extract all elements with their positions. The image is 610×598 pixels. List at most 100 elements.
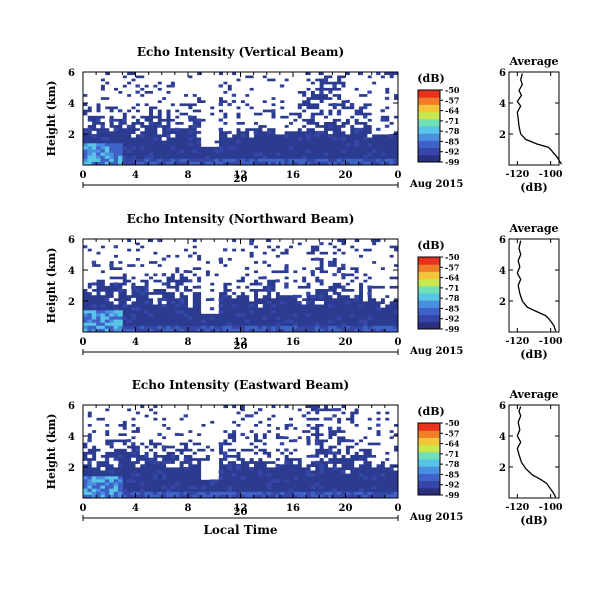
colorbar-tick-label: -71 bbox=[445, 116, 459, 126]
heatmap-cell bbox=[279, 494, 285, 498]
heatmap-cell bbox=[118, 325, 123, 330]
heatmap-cell bbox=[83, 260, 88, 265]
heatmap-cell bbox=[201, 470, 206, 474]
heatmap-cell bbox=[161, 245, 167, 249]
heatmap-cell bbox=[166, 439, 171, 443]
heatmap-cell bbox=[118, 248, 123, 252]
heatmap-cell bbox=[83, 155, 88, 160]
heatmap-cell bbox=[201, 103, 206, 107]
heatmap-cell bbox=[358, 257, 364, 262]
heatmap-cell bbox=[196, 263, 202, 268]
heatmap-cell bbox=[244, 325, 250, 330]
heatmap-cell bbox=[214, 288, 220, 293]
heatmap-cell bbox=[144, 491, 150, 496]
heatmap-cell bbox=[192, 454, 198, 459]
heatmap-cell bbox=[236, 439, 241, 443]
heatmap-cell bbox=[306, 257, 311, 262]
y-axis-label: Height (km) bbox=[45, 414, 58, 490]
heatmap-cell bbox=[122, 325, 128, 330]
heatmap-cell bbox=[358, 417, 364, 421]
heatmap-cell bbox=[209, 325, 215, 330]
heatmap-cell bbox=[214, 442, 220, 446]
heatmap-cell bbox=[297, 124, 303, 129]
heatmap-cell bbox=[306, 273, 311, 277]
profile-line bbox=[516, 240, 557, 332]
heatmap-cell bbox=[153, 254, 158, 258]
heatmap-cell bbox=[236, 99, 241, 104]
heatmap-cell bbox=[100, 155, 106, 160]
heatmap-cell bbox=[363, 260, 368, 265]
heatmap-cell bbox=[279, 445, 285, 449]
heatmap-cell bbox=[319, 115, 325, 119]
heatmap-cell bbox=[148, 436, 154, 440]
heatmap-cell bbox=[358, 72, 364, 76]
heatmap-cell bbox=[297, 251, 303, 255]
heatmap-cell bbox=[231, 408, 237, 412]
heatmap-cell bbox=[236, 118, 241, 122]
heatmap-cell bbox=[293, 313, 298, 317]
heatmap-cell bbox=[83, 115, 88, 119]
heatmap-cell bbox=[87, 322, 93, 327]
heatmap-cell bbox=[218, 491, 224, 496]
heatmap-cell bbox=[279, 325, 285, 330]
heatmap-cell bbox=[301, 242, 307, 246]
heatmap-cell bbox=[380, 130, 386, 135]
heatmap-cell bbox=[170, 106, 176, 110]
heatmap-cell bbox=[161, 476, 167, 480]
heatmap-cell bbox=[179, 75, 185, 79]
heatmap-cell bbox=[153, 87, 158, 91]
heatmap-cell bbox=[188, 494, 193, 498]
heatmap-cell bbox=[83, 429, 88, 434]
heatmap-cell bbox=[319, 405, 325, 409]
heatmap-cell bbox=[258, 75, 263, 79]
heatmap-cell bbox=[262, 279, 268, 283]
heatmap-cell bbox=[201, 291, 206, 296]
heatmap-cell bbox=[83, 90, 88, 95]
heatmap-cell bbox=[393, 254, 398, 258]
heatmap-cell bbox=[336, 288, 342, 293]
heatmap-cell bbox=[183, 90, 189, 95]
heatmap-cell bbox=[170, 426, 176, 431]
heatmap-cell bbox=[218, 414, 224, 418]
heatmap-cell bbox=[201, 115, 206, 119]
heatmap-cell bbox=[279, 282, 285, 286]
heatmap-cell bbox=[131, 103, 136, 107]
heatmap-cell bbox=[109, 316, 115, 320]
heatmap-cell bbox=[223, 242, 228, 246]
heatmap-cell bbox=[389, 93, 395, 98]
heatmap-cell bbox=[367, 245, 373, 249]
heatmap-cell bbox=[354, 429, 360, 434]
heatmap-cell bbox=[293, 291, 298, 296]
heatmap-cell bbox=[214, 460, 220, 465]
heatmap-cell bbox=[332, 90, 338, 95]
heatmap-cell bbox=[384, 130, 390, 135]
heatmap-cell bbox=[336, 263, 342, 268]
colorbar-segment bbox=[418, 487, 440, 496]
heatmap-cell bbox=[297, 294, 303, 299]
heatmap-cell bbox=[275, 78, 281, 82]
heatmap-cell bbox=[266, 84, 272, 88]
heatmap-cell bbox=[363, 325, 368, 330]
heatmap-cell bbox=[258, 118, 263, 122]
heatmap-cell bbox=[126, 405, 132, 409]
heatmap-cell bbox=[196, 417, 202, 421]
heatmap-cell bbox=[91, 130, 97, 135]
heatmap-cell bbox=[306, 325, 311, 330]
heatmap-cell bbox=[131, 316, 136, 320]
heatmap-cell bbox=[271, 494, 276, 498]
heatmap-cell bbox=[389, 134, 395, 138]
heatmap-cell bbox=[279, 408, 285, 412]
heatmap-cell bbox=[209, 436, 215, 440]
heatmap-cell bbox=[301, 408, 307, 412]
heatmap-cell bbox=[301, 84, 307, 88]
heatmap-cell bbox=[109, 322, 115, 327]
heatmap-cell bbox=[271, 75, 276, 79]
heatmap-cell bbox=[376, 451, 381, 455]
heatmap-cell bbox=[358, 432, 364, 437]
heatmap-cell bbox=[166, 463, 171, 468]
x-tick-label: 0 bbox=[395, 503, 402, 514]
heatmap-cell bbox=[380, 429, 386, 434]
heatmap-cell bbox=[104, 328, 110, 332]
heatmap-cell bbox=[109, 90, 115, 95]
heatmap-cell bbox=[100, 276, 106, 280]
